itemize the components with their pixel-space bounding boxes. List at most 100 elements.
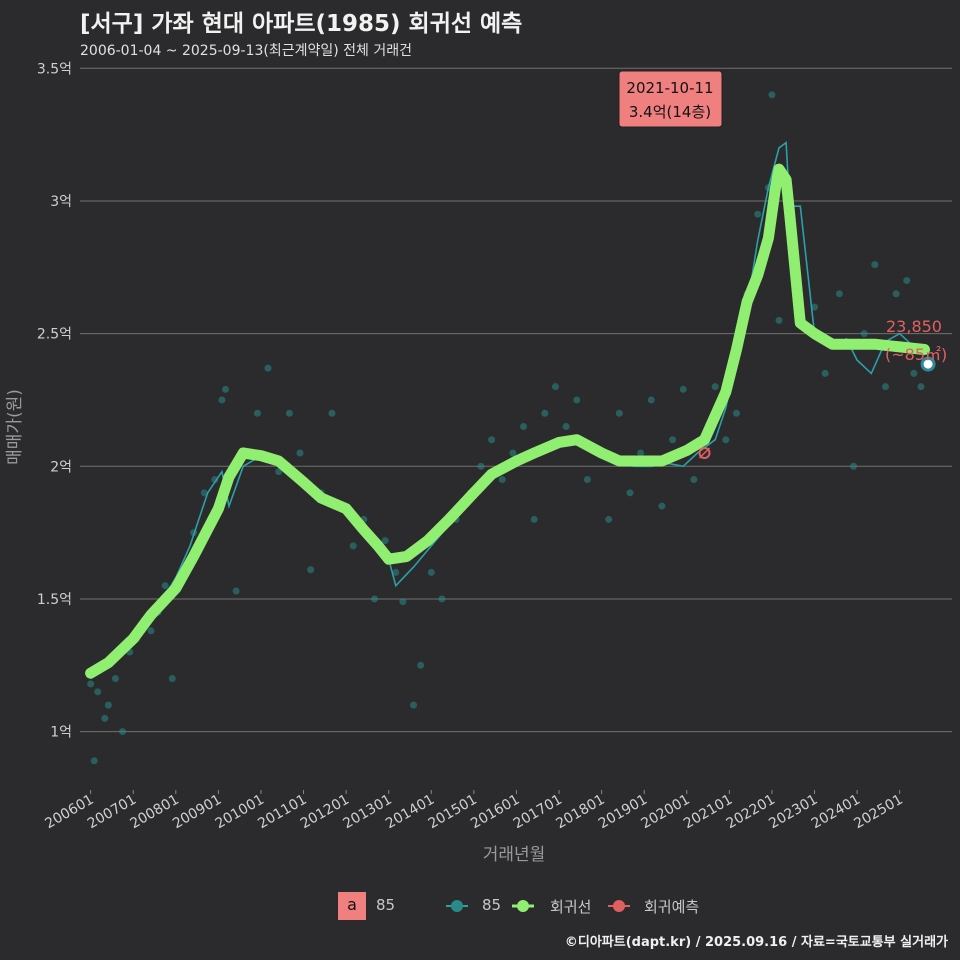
scatter-point <box>520 422 528 430</box>
prediction-cross <box>698 447 711 459</box>
chart-subtitle: 2006-01-04 ~ 2025-09-13(최근계약일) 전체 거래건 <box>80 43 412 59</box>
scatter-point <box>573 396 581 404</box>
scatter-point <box>399 598 407 606</box>
scatter-point <box>90 757 98 765</box>
y-gridlines <box>80 67 952 733</box>
scatter-point <box>211 476 219 484</box>
scatter-point <box>438 595 446 603</box>
scatter-point <box>647 396 655 404</box>
scatter-point <box>658 502 666 510</box>
y-tick-labels: 1억 1.5억 2억 2.5억 3억 3.5억 <box>37 61 72 740</box>
scatter-point <box>168 675 176 683</box>
scatter-point <box>722 436 730 444</box>
scatter-point <box>881 383 889 391</box>
scatter-point <box>821 369 829 377</box>
scatter-point <box>147 627 155 635</box>
scatter-point <box>221 385 229 393</box>
scatter-point <box>200 489 208 497</box>
prediction-point-latest <box>920 356 936 372</box>
scatter-point <box>811 303 819 311</box>
scatter-point <box>101 714 109 722</box>
scatter-point <box>104 701 112 709</box>
scatter-point <box>754 210 762 218</box>
x-axis-label: 거래년월 <box>483 845 546 865</box>
prediction-point-past <box>698 447 711 460</box>
scatter-point <box>892 290 900 298</box>
scatter-point <box>605 515 613 523</box>
scatter-point <box>768 91 776 99</box>
x-tick-labels: 2006012007012008012009012010012011012012… <box>42 790 906 833</box>
legend-label-prediction: 회귀예측 <box>644 898 700 916</box>
scatter-point <box>161 582 169 590</box>
scatter-point <box>253 409 261 417</box>
scatter-point <box>583 476 591 484</box>
scatter-point <box>910 369 918 377</box>
scatter-point <box>541 409 549 417</box>
scatter-point <box>835 290 843 298</box>
teal-dot-line-icon <box>446 900 468 912</box>
prediction-area-label: (~85㎡) <box>885 345 947 364</box>
legend-box-label: 85 <box>376 896 396 914</box>
legend-fill-box: a <box>338 892 366 920</box>
scatter-point <box>427 568 435 576</box>
scatter-point <box>871 261 879 269</box>
scatter-point <box>679 385 687 393</box>
scatter-point <box>775 316 783 324</box>
scatter-point <box>94 688 102 696</box>
scatter-point <box>711 383 719 391</box>
scatter-point <box>119 728 127 736</box>
scatter-point <box>381 537 389 545</box>
source-caption: ©디아파트(dapt.kr) / 2025.09.16 / 자료=국토교통부 실… <box>564 935 948 950</box>
legend-label-regression: 회귀선 <box>550 898 592 916</box>
chart-title: [서구] 가좌 현대 아파트(1985) 회귀선 예측 <box>80 11 523 37</box>
scatter-point <box>903 277 911 285</box>
scatter-point <box>732 409 740 417</box>
scatter-points <box>87 91 925 765</box>
scatter-point <box>232 587 240 595</box>
scatter-point <box>509 449 517 457</box>
scatter-point <box>111 675 119 683</box>
scatter-point <box>562 422 570 430</box>
x-tick-label: 202501 <box>851 792 905 833</box>
scatter-point <box>498 476 506 484</box>
callout-price: 3.4억(14층) <box>629 103 711 121</box>
scatter-point <box>669 436 677 444</box>
y-tick-label: 2억 <box>50 459 72 475</box>
y-tick-label: 3억 <box>50 194 72 210</box>
scatter-point <box>328 409 336 417</box>
scatter-point <box>417 661 425 669</box>
scatter-point <box>87 680 95 688</box>
scatter-point <box>296 449 304 457</box>
legend: a 85 85 회귀선 회귀예측 <box>0 892 960 920</box>
scatter-point <box>285 409 293 417</box>
scatter-point <box>371 595 379 603</box>
scatter-point <box>218 396 226 404</box>
scatter-point <box>530 515 538 523</box>
y-tick-label: 2.5억 <box>37 327 72 343</box>
scatter-point <box>860 330 868 338</box>
scatter-point <box>690 476 698 484</box>
series-line-85 <box>90 141 925 680</box>
scatter-point <box>349 542 357 550</box>
scatter-point <box>264 364 272 372</box>
prediction-points <box>698 356 936 460</box>
scatter-point <box>615 409 623 417</box>
scatter-point <box>477 462 485 470</box>
green-dot-line-icon <box>512 900 534 912</box>
scatter-point <box>488 436 496 444</box>
y-axis-label: 매매가(원) <box>5 389 25 465</box>
scatter-point <box>275 468 283 476</box>
prediction-price-label: 23,850 <box>886 317 942 336</box>
y-tick-label: 1억 <box>50 725 72 741</box>
y-tick-label: 3.5억 <box>37 61 72 77</box>
legend-label-85: 85 <box>482 896 502 914</box>
max-callout: 2021-10-11 3.4억(14층) <box>618 70 723 128</box>
callout-date: 2021-10-11 <box>626 79 713 97</box>
scatter-point <box>917 383 925 391</box>
scatter-point <box>850 462 858 470</box>
scatter-point <box>410 701 418 709</box>
scatter-point <box>307 566 315 574</box>
scatter-point <box>392 568 400 576</box>
y-tick-label: 1.5억 <box>37 592 72 608</box>
